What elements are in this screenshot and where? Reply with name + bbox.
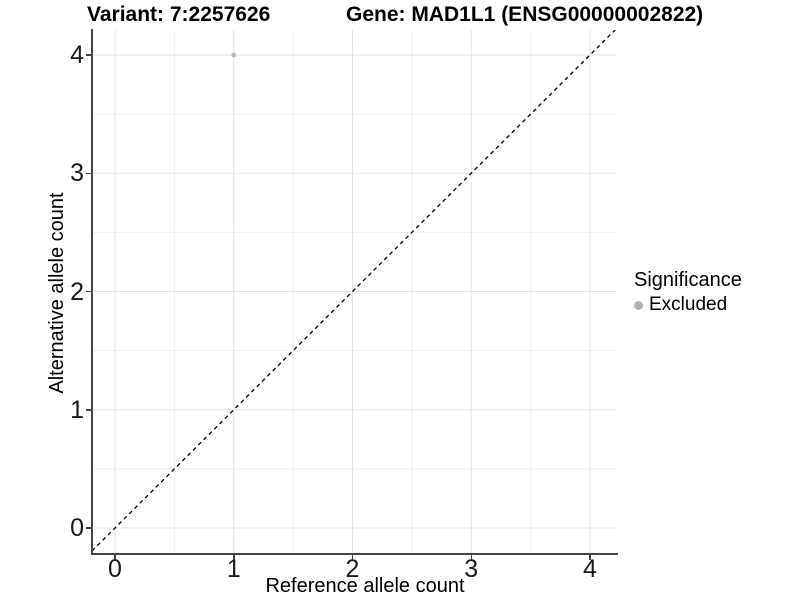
y-axis-tick-label: 0 xyxy=(70,514,84,542)
variant-title: Variant: 7:2257626 xyxy=(87,3,271,26)
y-axis-title: Alternative allele count xyxy=(46,192,68,394)
plot-panel xyxy=(92,30,617,553)
gene-title: Gene: MAD1L1 (ENSG00000002822) xyxy=(346,3,704,26)
x-axis-tick-mark xyxy=(589,554,591,560)
data-point xyxy=(231,52,237,58)
y-axis-tick-mark xyxy=(85,172,91,174)
y-axis-tick-mark xyxy=(85,527,91,529)
y-axis-tick-mark xyxy=(85,290,91,293)
x-axis-tick-label: 3 xyxy=(464,555,479,583)
identity-reference-line xyxy=(92,30,616,552)
x-axis-tick-label: 1 xyxy=(226,555,241,583)
x-axis-tick-label: 0 xyxy=(108,555,122,583)
legend-title: Significance xyxy=(634,269,742,291)
y-axis-tick-label: 1 xyxy=(70,395,84,424)
x-axis-tick-mark xyxy=(470,554,472,560)
y-axis-tick-label: 2 xyxy=(70,277,84,306)
legend-item-excluded: Excluded xyxy=(634,294,742,316)
y-axis-tick-mark xyxy=(85,409,91,411)
x-axis-tick-mark xyxy=(233,554,235,560)
legend-item-label: Excluded xyxy=(649,294,728,315)
x-axis-title: Reference allele count xyxy=(265,575,465,597)
y-axis-tick-label: 3 xyxy=(70,159,84,188)
x-axis-tick-mark xyxy=(114,554,116,560)
y-axis-tick-mark xyxy=(85,54,91,56)
x-axis-tick-mark xyxy=(351,554,354,560)
x-axis-line xyxy=(90,552,618,555)
excluded-point-icon xyxy=(634,300,643,310)
y-axis-line xyxy=(90,29,93,554)
x-axis-tick-label: 2 xyxy=(345,555,360,583)
legend: Significance Excluded xyxy=(634,268,742,316)
y-axis-tick-label: 4 xyxy=(70,41,84,69)
x-axis-tick-label: 4 xyxy=(583,555,597,583)
